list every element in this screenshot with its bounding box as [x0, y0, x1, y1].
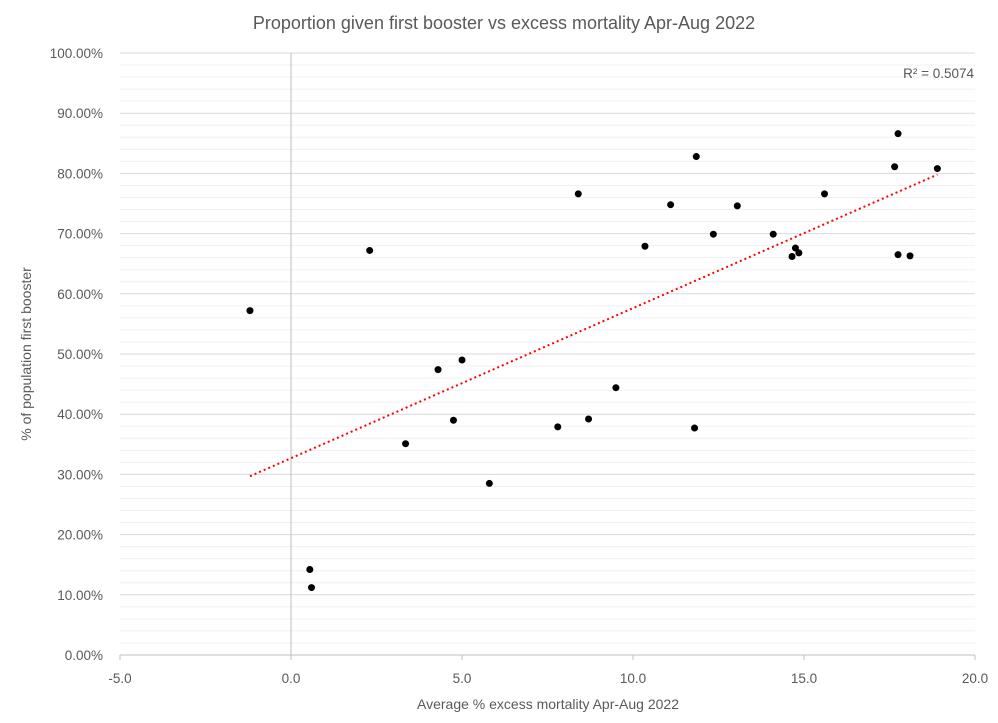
- y-tick-label: 60.00%: [57, 287, 103, 302]
- data-point: [434, 366, 442, 374]
- y-tick-label: 90.00%: [57, 106, 103, 121]
- data-point: [906, 252, 914, 260]
- y-tick-label: 30.00%: [57, 467, 103, 482]
- y-tick-label: 70.00%: [57, 227, 103, 242]
- data-point: [485, 479, 493, 487]
- data-point: [574, 190, 582, 198]
- data-point: [554, 423, 562, 431]
- x-tick-labels: -5.0 0.0 5.0 10.0 15.0 20.0: [108, 671, 988, 686]
- data-point: [894, 251, 902, 259]
- y-tick-label: 100.00%: [50, 46, 103, 61]
- y-tick-labels: 0.00% 10.00% 20.00% 30.00% 40.00% 50.00% 60.00…: [50, 46, 103, 663]
- data-point: [612, 384, 620, 392]
- data-point: [891, 163, 899, 171]
- data-point: [821, 190, 829, 198]
- data-point: [366, 246, 374, 254]
- data-point: [449, 416, 457, 424]
- data-point: [733, 202, 741, 210]
- data-point: [795, 249, 803, 257]
- chart-title: Proportion given first booster vs excess…: [253, 13, 755, 33]
- data-point: [641, 242, 649, 250]
- gridlines: [120, 52, 975, 644]
- y-tick-label: 10.00%: [57, 588, 103, 603]
- y-tick-label: 80.00%: [57, 166, 103, 181]
- data-point: [933, 165, 941, 173]
- r-squared-label: R² = 0.5074: [903, 66, 974, 81]
- x-tick-label: -5.0: [108, 671, 131, 686]
- axes: [119, 53, 976, 660]
- data-point: [894, 130, 902, 138]
- x-tick-label: 0.0: [282, 671, 301, 686]
- y-axis-label: % of population first booster: [18, 267, 34, 441]
- x-tick-label: 20.0: [962, 671, 988, 686]
- y-tick-label: 0.00%: [65, 648, 103, 663]
- data-points: [246, 130, 941, 592]
- x-tick-label: 10.0: [620, 671, 646, 686]
- data-point: [788, 252, 796, 260]
- data-point: [458, 356, 466, 364]
- data-point: [667, 201, 675, 209]
- data-point: [585, 415, 593, 423]
- data-point: [246, 307, 254, 315]
- data-point: [692, 153, 700, 161]
- x-axis-label: Average % excess mortality Apr-Aug 2022: [417, 696, 679, 712]
- data-point: [306, 566, 314, 574]
- x-tick-label: 15.0: [791, 671, 817, 686]
- y-tick-label: 20.00%: [57, 528, 103, 543]
- data-point: [709, 230, 717, 238]
- data-point: [769, 230, 777, 238]
- data-point: [308, 584, 316, 592]
- y-tick-label: 50.00%: [57, 347, 103, 362]
- x-tick-label: 5.0: [453, 671, 472, 686]
- y-tick-label: 40.00%: [57, 407, 103, 422]
- trendline: [249, 173, 938, 478]
- data-point: [402, 440, 410, 448]
- data-point: [691, 424, 699, 432]
